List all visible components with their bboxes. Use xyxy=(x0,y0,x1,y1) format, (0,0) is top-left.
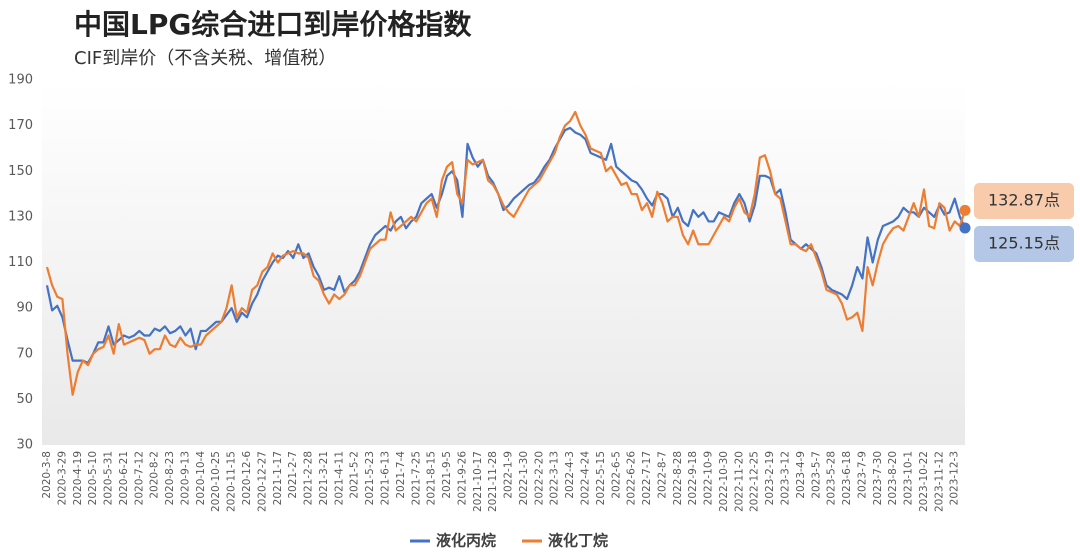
x-tick-label: 2020-6-21 xyxy=(118,451,130,505)
x-tick-label: 2023-10-1 xyxy=(903,451,915,505)
x-tick-label: 2021-10-17 xyxy=(472,451,484,512)
x-tick-label: 2022-8-28 xyxy=(672,451,684,505)
y-tick-label: 90 xyxy=(16,301,33,316)
x-tick-label: 2021-3-21 xyxy=(318,451,330,505)
x-tick-label: 2022-1-30 xyxy=(518,451,530,505)
x-tick-label: 2022-3-13 xyxy=(549,451,561,505)
x-tick-label: 2022-10-9 xyxy=(703,451,715,505)
y-tick-label: 70 xyxy=(16,346,33,361)
x-tick-label: 2022-4-24 xyxy=(579,451,591,506)
y-tick-label: 150 xyxy=(8,164,33,179)
x-tick-label: 2021-6-13 xyxy=(379,451,391,505)
x-tick-label: 2020-5-31 xyxy=(103,451,115,505)
chart-subtitle: CIF到岸价（不含关税、增值税） xyxy=(74,48,336,69)
x-tick-label: 2020-12-27 xyxy=(256,451,268,512)
x-tick-label: 2020-4-19 xyxy=(72,451,84,505)
x-tick-label: 2022-12-25 xyxy=(749,451,761,512)
x-tick-label: 2021-11-28 xyxy=(487,451,499,512)
y-tick-label: 30 xyxy=(16,438,33,453)
x-tick-label: 2020-11-15 xyxy=(226,451,238,512)
x-tick-label: 2023-6-18 xyxy=(841,451,853,505)
x-tick-label: 2021-5-2 xyxy=(349,451,361,499)
end-label: 132.87点 xyxy=(988,191,1060,210)
x-tick-label: 2021-4-11 xyxy=(333,451,345,505)
x-tick-label: 2020-7-12 xyxy=(133,451,145,505)
x-tick-label: 2021-9-26 xyxy=(456,451,468,506)
x-tick-label: 2022-10-30 xyxy=(718,451,730,512)
chart-title: 中国LPG综合进口到岸价格指数 xyxy=(74,8,472,41)
y-tick-label: 130 xyxy=(8,209,33,224)
legend-label: 液化丙烷 xyxy=(436,532,496,550)
x-tick-label: 2020-8-23 xyxy=(164,451,176,505)
y-tick-label: 190 xyxy=(8,73,33,88)
x-tick-label: 2023-2-19 xyxy=(764,451,776,505)
plot-area xyxy=(42,80,965,445)
x-tick-label: 2023-7-9 xyxy=(856,451,868,499)
x-tick-label: 2023-12-3 xyxy=(949,451,961,505)
x-tick-label: 2022-1-9 xyxy=(503,451,515,499)
x-tick-label: 2022-2-20 xyxy=(533,451,545,505)
x-tick-label: 2023-7-30 xyxy=(872,451,884,505)
x-tick-label: 2021-2-28 xyxy=(303,451,315,505)
series-line xyxy=(45,110,967,396)
end-point xyxy=(959,222,971,234)
x-tick-label: 2021-8-15 xyxy=(426,451,438,505)
x-tick-label: 2022-11-20 xyxy=(733,451,745,512)
x-tick-label: 2021-7-25 xyxy=(410,451,422,505)
x-tick-label: 2020-3-8 xyxy=(41,451,53,499)
end-label-box xyxy=(974,183,1074,219)
x-tick-label: 2022-8-7 xyxy=(656,451,668,499)
x-tick-label: 2022-5-15 xyxy=(595,451,607,505)
x-tick-label: 2022-9-18 xyxy=(687,451,699,505)
y-tick-label: 50 xyxy=(16,392,33,407)
x-tick-label: 2022-7-17 xyxy=(641,451,653,505)
x-tick-label: 2020-12-6 xyxy=(241,451,253,506)
x-tick-label: 2023-4-9 xyxy=(795,451,807,499)
x-tick-label: 2020-10-4 xyxy=(195,451,207,506)
x-tick-label: 2022-4-3 xyxy=(564,451,576,499)
y-tick-label: 170 xyxy=(8,118,33,133)
x-tick-label: 2023-8-20 xyxy=(887,451,899,505)
x-tick-label: 2020-5-10 xyxy=(87,451,99,505)
x-tick-label: 2022-6-5 xyxy=(610,451,622,499)
x-tick-label: 2020-9-13 xyxy=(179,451,191,505)
x-tick-label: 2021-1-17 xyxy=(272,451,284,505)
x-tick-label: 2021-7-4 xyxy=(395,451,407,499)
legend-label: 液化丁烷 xyxy=(548,532,608,550)
y-tick-label: 110 xyxy=(8,255,33,270)
end-point xyxy=(959,204,971,216)
x-tick-label: 2020-3-29 xyxy=(56,451,68,505)
x-tick-label: 2023-10-22 xyxy=(918,451,930,512)
x-tick-label: 2023-3-12 xyxy=(780,451,792,505)
x-tick-label: 2023-5-28 xyxy=(826,451,838,505)
x-tick-label: 2023-5-7 xyxy=(810,451,822,499)
x-tick-label: 2020-10-25 xyxy=(210,451,222,512)
x-tick-label: 2021-9-5 xyxy=(441,451,453,499)
x-tick-label: 2020-8-2 xyxy=(149,451,161,499)
x-tick-label: 2023-11-12 xyxy=(933,451,945,512)
end-label-box xyxy=(974,226,1074,262)
x-tick-label: 2021-2-7 xyxy=(287,451,299,499)
end-label: 125.15点 xyxy=(988,234,1060,253)
x-tick-label: 2022-6-26 xyxy=(626,451,638,506)
x-tick-label: 2021-5-23 xyxy=(364,451,376,505)
